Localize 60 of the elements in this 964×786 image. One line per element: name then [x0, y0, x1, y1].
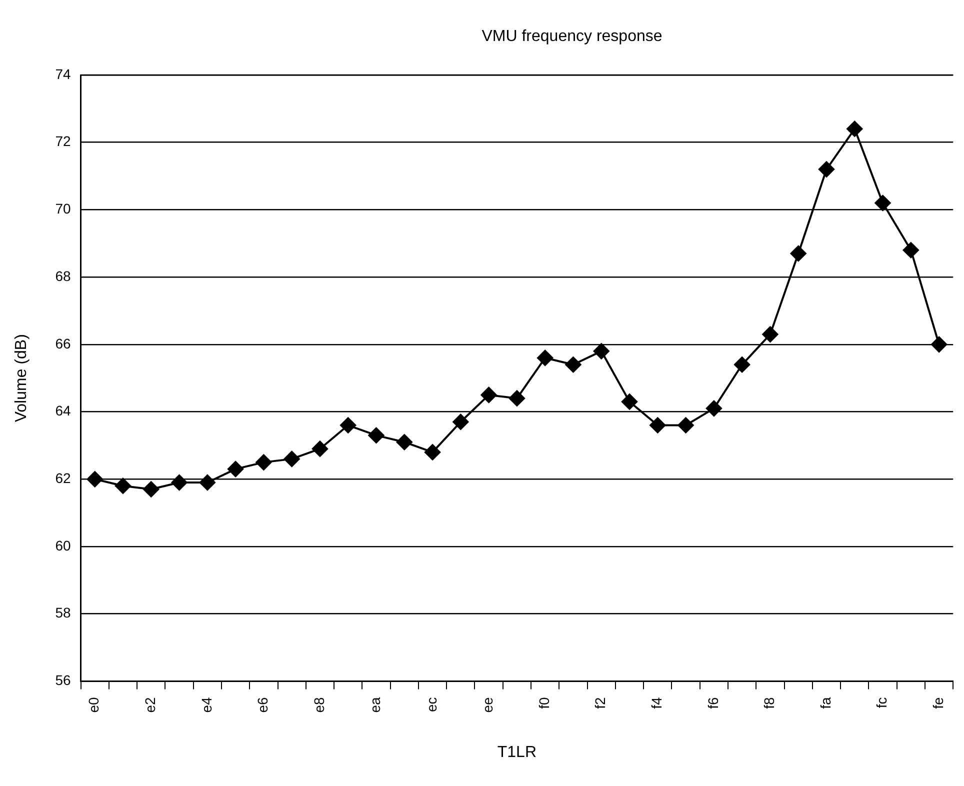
- point: [312, 440, 328, 457]
- x-tick-label: e4: [198, 697, 214, 713]
- point: [537, 350, 554, 366]
- point: [931, 336, 948, 352]
- x-tick-label: e2: [142, 697, 158, 713]
- point: [424, 444, 441, 460]
- point: [340, 417, 356, 434]
- y-tick-label: 68: [55, 268, 71, 284]
- point: [143, 481, 160, 498]
- y-tick-label: 60: [55, 537, 71, 554]
- point: [368, 427, 384, 444]
- point: [593, 343, 610, 360]
- y-tick-label: 56: [55, 672, 71, 688]
- point: [284, 450, 300, 467]
- point: [734, 356, 750, 373]
- point: [199, 474, 216, 491]
- x-tick-label: ee: [480, 697, 496, 713]
- point: [114, 478, 131, 494]
- x-tick-label: ec: [423, 697, 440, 712]
- x-tick-label: e8: [310, 697, 327, 713]
- point: [902, 242, 919, 258]
- x-axis-title: T1LR: [497, 744, 537, 761]
- point: [480, 386, 497, 403]
- point: [622, 394, 638, 410]
- y-tick-label: 64: [55, 402, 71, 419]
- x-tick-label: f0: [536, 697, 552, 709]
- point: [452, 414, 469, 430]
- x-tick-label: e6: [254, 697, 271, 713]
- chart-title: VMU frequency response: [480, 28, 664, 46]
- point: [818, 161, 834, 178]
- x-tick-label: f4: [648, 697, 665, 709]
- x-tick-label: f8: [761, 697, 778, 709]
- point: [256, 454, 272, 470]
- y-tick-label: 58: [55, 604, 71, 621]
- point: [846, 120, 863, 137]
- x-tick-label: fc: [874, 697, 890, 708]
- x-tick-label: f6: [704, 697, 721, 709]
- x-tick-label: ea: [367, 697, 384, 713]
- point: [508, 390, 525, 406]
- point: [762, 326, 778, 342]
- y-axis-title: Volume (dB): [13, 334, 30, 422]
- point: [565, 356, 582, 373]
- point: [86, 471, 103, 488]
- y-tick-label: 62: [55, 470, 71, 486]
- point: [650, 417, 666, 434]
- y-tick-label: 66: [55, 335, 71, 352]
- point: [228, 461, 244, 478]
- y-tick-label: 70: [55, 200, 71, 217]
- x-tick-label: fa: [817, 697, 834, 709]
- point: [171, 474, 188, 491]
- x-tick-label: fe: [930, 697, 946, 709]
- point: [790, 246, 806, 262]
- point: [874, 194, 891, 211]
- point: [396, 434, 412, 450]
- x-tick-label: e0: [86, 697, 102, 713]
- y-tick-label: 72: [55, 133, 71, 150]
- point: [678, 417, 694, 434]
- y-tick-label: 74: [55, 66, 71, 82]
- point: [706, 400, 722, 416]
- x-tick-label: f2: [592, 697, 608, 709]
